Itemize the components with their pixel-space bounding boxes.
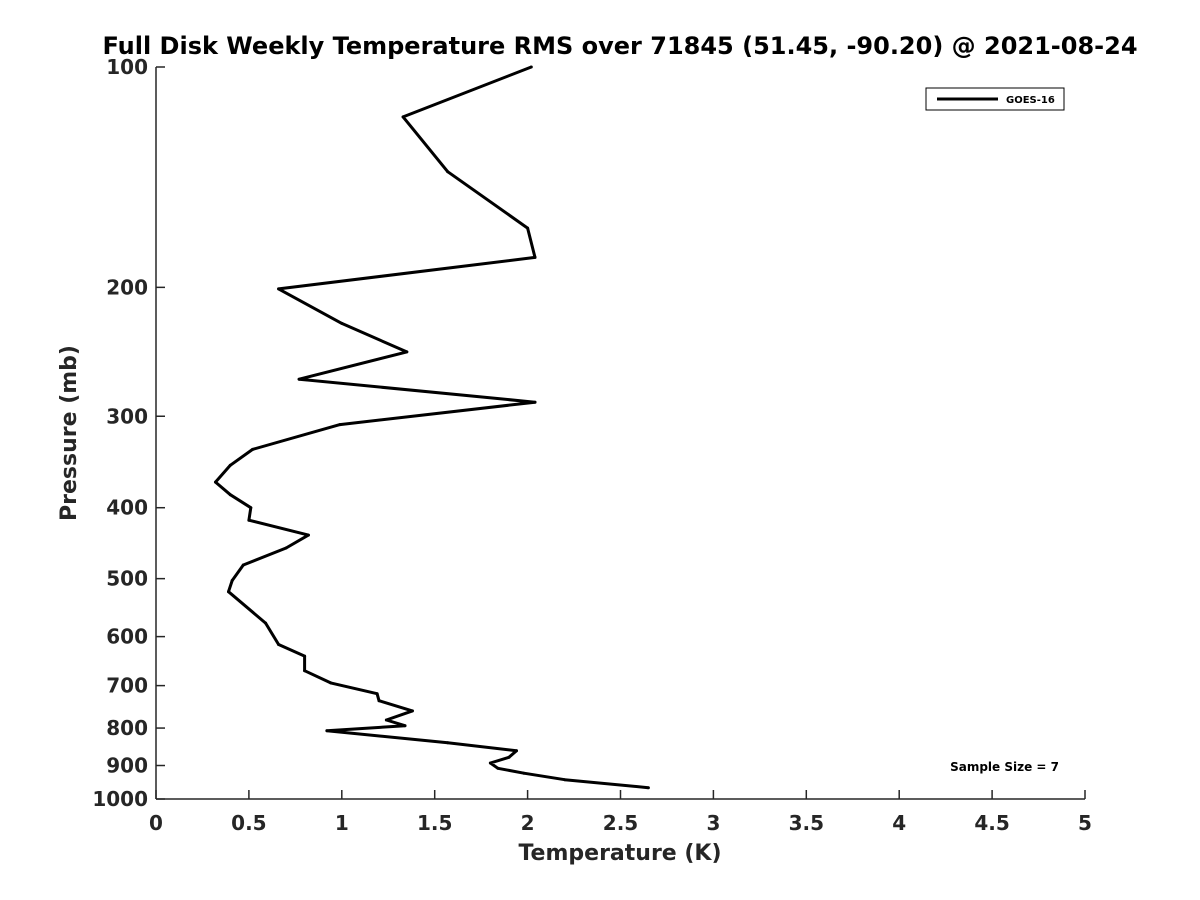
- y-tick-label: 800: [106, 716, 148, 740]
- data-point: [228, 463, 232, 467]
- y-tick-label: 100: [106, 55, 148, 79]
- data-point: [403, 724, 407, 728]
- x-axis-label: Temperature (K): [518, 841, 721, 866]
- y-axis-ticks: 100 200 300 400 500 600 700 800 900 1000: [92, 55, 165, 811]
- data-point: [306, 533, 310, 537]
- y-tick-label: 600: [106, 625, 148, 649]
- x-tick-label: 1: [335, 811, 349, 835]
- y-tick-label: 1000: [92, 787, 148, 811]
- data-point: [488, 761, 492, 765]
- y-axis-label: Pressure (mb): [57, 345, 82, 521]
- x-tick-label: 5: [1078, 811, 1092, 835]
- x-tick-label: 2: [521, 811, 535, 835]
- data-point: [277, 287, 281, 291]
- data-point: [533, 255, 537, 259]
- x-tick-label: 4.5: [974, 811, 1009, 835]
- data-point: [251, 447, 255, 451]
- data-point: [249, 506, 253, 510]
- x-tick-label: 3: [706, 811, 720, 835]
- data-point: [303, 654, 307, 658]
- data-point: [264, 621, 268, 625]
- data-point: [375, 692, 379, 696]
- x-tick-label: 3.5: [789, 811, 824, 835]
- data-point: [247, 518, 251, 522]
- data-point: [563, 778, 567, 782]
- data-point: [228, 493, 232, 497]
- data-point: [522, 771, 526, 775]
- series-layer: [214, 65, 650, 790]
- legend: GOES-16: [925, 87, 1065, 111]
- data-point: [384, 718, 388, 722]
- data-point: [405, 350, 409, 354]
- chart-title: Full Disk Weekly Temperature RMS over 71…: [102, 32, 1137, 60]
- data-point: [496, 766, 500, 770]
- data-point: [377, 699, 381, 703]
- y-tick-label: 500: [106, 567, 148, 591]
- legend-label-goes-16: GOES-16: [1006, 95, 1055, 106]
- data-point: [446, 170, 450, 174]
- data-point: [529, 65, 533, 69]
- y-tick-label: 400: [106, 496, 148, 520]
- data-point: [230, 579, 234, 582]
- data-point: [446, 741, 450, 745]
- data-point: [303, 669, 307, 673]
- x-tick-label: 0: [149, 811, 163, 835]
- y-tick-label: 900: [106, 754, 148, 778]
- data-point: [507, 755, 511, 759]
- data-point: [338, 423, 342, 427]
- data-point: [284, 546, 288, 550]
- data-point: [329, 681, 333, 685]
- data-point: [401, 115, 405, 119]
- data-point: [646, 786, 650, 790]
- data-point: [526, 226, 530, 230]
- data-point: [214, 480, 217, 484]
- x-tick-label: 2.5: [603, 811, 638, 835]
- x-tick-label: 4: [892, 811, 906, 835]
- data-point: [410, 709, 414, 713]
- plot-area: [156, 67, 1085, 799]
- data-point: [277, 643, 281, 646]
- data-point: [227, 590, 230, 594]
- data-point: [340, 321, 344, 325]
- y-tick-label: 300: [106, 404, 148, 428]
- data-point: [515, 749, 518, 753]
- y-tick-label: 700: [106, 674, 148, 698]
- x-tick-label: 0.5: [231, 811, 266, 835]
- x-tick-label: 1.5: [417, 811, 452, 835]
- data-point: [325, 729, 329, 733]
- sample-size-annotation: Sample Size = 7: [950, 760, 1059, 774]
- x-axis-ticks: 0 0.5 1 1.5 2 2.5 3 3.5 4 4.5 5: [149, 790, 1092, 835]
- data-point: [241, 563, 245, 567]
- data-point: [297, 377, 301, 381]
- data-point: [533, 400, 537, 404]
- y-tick-label: 200: [106, 275, 148, 299]
